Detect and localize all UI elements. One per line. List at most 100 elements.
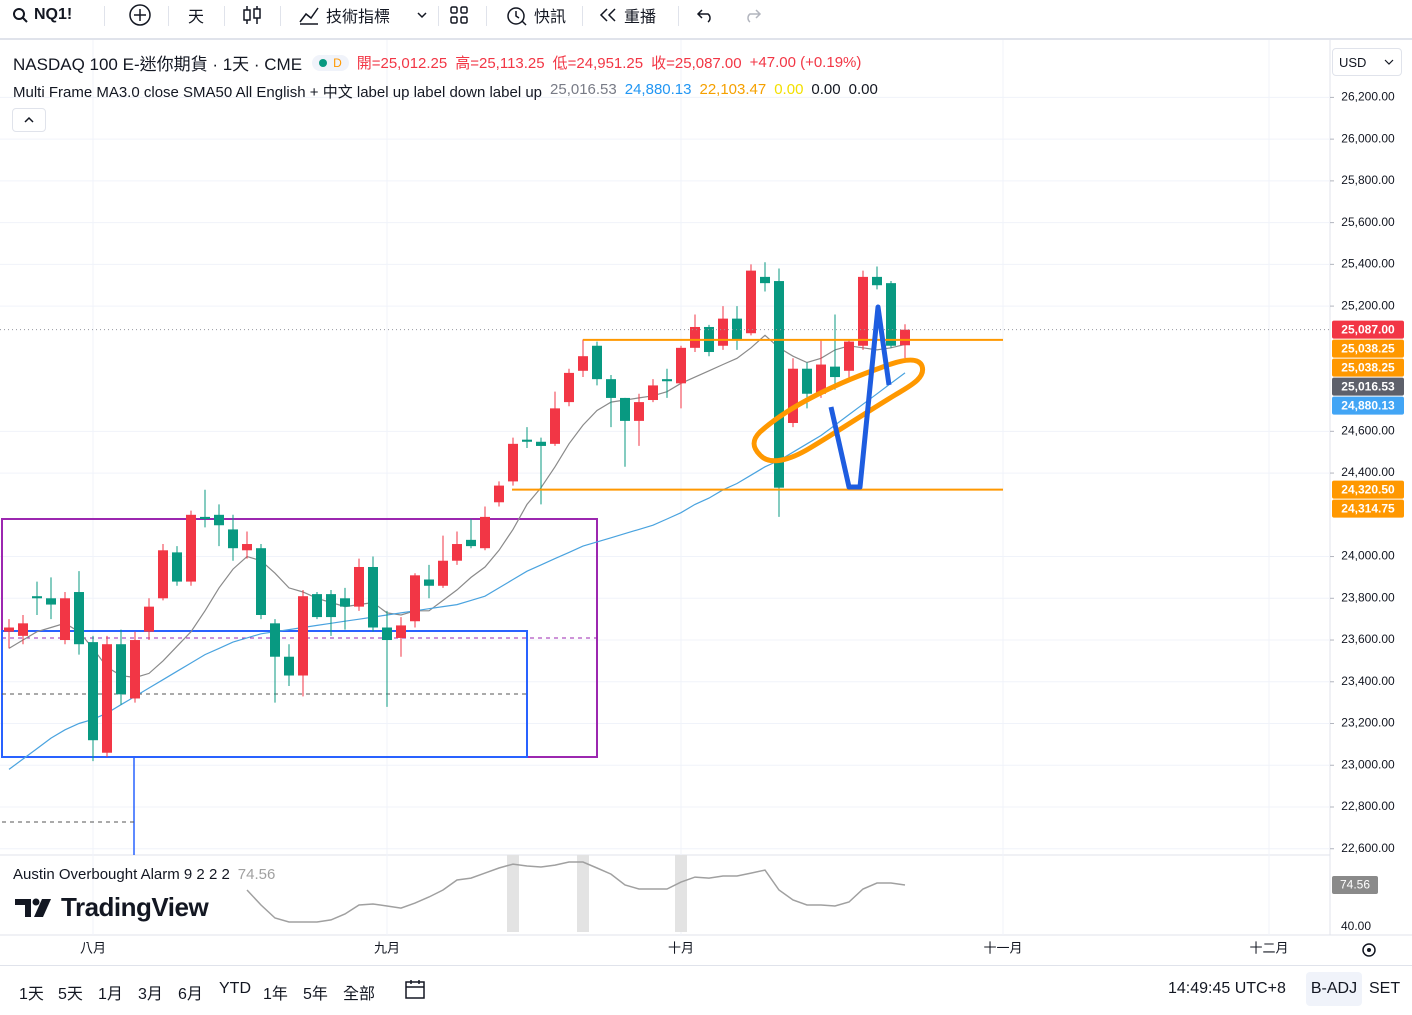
price-tag-label: 25,016.53 [1341, 379, 1395, 393]
candle-body [228, 529, 238, 549]
candle-body [214, 514, 224, 526]
open-value: 開=25,012.25 [356, 55, 448, 72]
candle-body [186, 514, 196, 582]
range-button[interactable]: 全部 [343, 986, 376, 1003]
currency-select[interactable]: USD [1332, 48, 1402, 76]
candle-body [690, 326, 700, 348]
y-tick-label: 25,400.00 [1341, 257, 1395, 271]
time-axis-settings[interactable] [1362, 943, 1376, 957]
symbol-title: NASDAQ 100 E-迷你期貨 · 1天 · CME [13, 55, 303, 74]
chart: 八月 九月 十月 十一月 十二月 26,200.00 26,000.00 25,800.00 2… [0, 40, 1412, 957]
range-button[interactable]: 1天 [19, 986, 44, 1003]
price-tag-label: 24,320.50 [1341, 482, 1395, 496]
candle-body [102, 644, 112, 753]
price-tag [1332, 377, 1404, 396]
replay-button[interactable]: 重播 [598, 0, 656, 30]
candle-body [508, 443, 518, 482]
candle-body [718, 318, 728, 346]
candle-body [788, 368, 798, 423]
candle-body [606, 379, 616, 398]
layout-button[interactable] [449, 0, 469, 30]
candle-body [368, 566, 378, 628]
indicator-legend: Multi Frame MA3.0 close SMA50 All Englis… [13, 81, 878, 102]
candle-body [410, 575, 420, 622]
price-axis: 八月 九月 十月 十一月 十二月 26,200.00 26,000.00 25,800.00 2… [80, 90, 1404, 955]
session-toggle[interactable]: SET [1369, 980, 1401, 997]
range-button[interactable]: YTD [219, 980, 251, 997]
indicators-label: 技術指標 [326, 9, 391, 26]
chart-type-button[interactable] [242, 0, 262, 30]
candle-body [340, 598, 350, 607]
oscillator-title: Austin Overbought Alarm 9 2 2 2 [13, 866, 230, 883]
y-tick-label: 24,000.00 [1341, 549, 1395, 563]
collapse-legend-button[interactable] [12, 108, 46, 132]
oscillator-value: 74.56 [237, 866, 276, 883]
candle-body [172, 552, 182, 582]
candle-body [536, 441, 546, 446]
search-icon [13, 8, 28, 23]
price-tag [1332, 320, 1404, 339]
y-tick-label: 26,200.00 [1341, 90, 1395, 104]
change-value: +47.00 (+0.19%) [749, 54, 862, 71]
candle-body [438, 560, 448, 586]
alerts-label: 快訊 [534, 9, 567, 26]
oscillator-pane [246, 855, 906, 932]
market-status[interactable]: D [312, 54, 349, 71]
separator [678, 6, 679, 26]
y-tick-label: 26,000.00 [1341, 131, 1395, 145]
currency: USD [1339, 54, 1367, 70]
indicator-icon [299, 7, 319, 25]
redo-button[interactable] [742, 0, 762, 30]
indicator-value: 0.00 [811, 81, 841, 98]
candle-body [298, 596, 308, 676]
oscillator-legend: Austin Overbought Alarm 9 2 2 2 74.56 [13, 866, 275, 883]
path-drawing [828, 304, 892, 490]
range-button[interactable]: 3月 [138, 986, 163, 1003]
alarm-highlight [675, 855, 687, 932]
alarm-highlight [507, 855, 519, 932]
range-button[interactable]: 5天 [58, 986, 83, 1003]
high-value: 高=25,113.25 [455, 55, 545, 72]
candle-body [46, 598, 56, 605]
goto-date-button[interactable] [404, 978, 428, 1002]
add-symbol[interactable] [128, 0, 152, 30]
replay-label: 重播 [624, 9, 657, 26]
range-button[interactable]: 6月 [178, 986, 203, 1003]
candle-body [270, 623, 280, 657]
price-tag-label: 25,087.00 [1341, 322, 1395, 336]
adjustment-toggle[interactable]: B-ADJ [1306, 972, 1362, 1006]
candle-body [634, 402, 644, 421]
candle-body [396, 625, 406, 638]
candle-body [494, 485, 504, 503]
x-tick-label: 十月 [668, 940, 694, 955]
price-tag-label: 25,038.25 [1341, 360, 1395, 374]
grid-icon [450, 6, 468, 24]
watermark-text: TradingView [61, 892, 209, 922]
interval-button[interactable]: 天 [188, 0, 204, 30]
undo-button[interactable] [696, 0, 716, 30]
candle-body [802, 368, 812, 394]
highlighter-drawing [751, 357, 926, 464]
moving-average-line [8, 372, 906, 770]
candle-body [844, 341, 854, 371]
y-tick-label: 22,600.00 [1341, 841, 1395, 855]
indicator-value: 22,103.47 [699, 81, 767, 98]
y-tick-label: 22,800.00 [1341, 799, 1395, 813]
symbol-legend: NASDAQ 100 E-迷你期貨 · 1天 · CME D 開=25,012.… [13, 50, 861, 75]
price-tag-label: 24,314.75 [1341, 501, 1395, 515]
candle-body [886, 283, 896, 346]
candle-body [592, 345, 602, 380]
y-tick-label: 40.00 [1341, 919, 1371, 933]
clock[interactable]: 14:49:45 UTC+8 [1168, 980, 1286, 997]
alerts-button[interactable]: 快訊 [504, 0, 566, 30]
separator [280, 6, 281, 26]
x-tick-label: 八月 [80, 940, 106, 955]
range-button[interactable]: 5年 [303, 986, 328, 1003]
indicators-button[interactable]: 技術指標 [298, 0, 390, 30]
symbol-search[interactable]: NQ1! [12, 0, 72, 30]
separator [224, 6, 225, 26]
candle-body [74, 592, 84, 645]
range-button[interactable]: 1月 [98, 986, 123, 1003]
indicators-dropdown[interactable] [416, 0, 428, 30]
range-button[interactable]: 1年 [263, 986, 288, 1003]
